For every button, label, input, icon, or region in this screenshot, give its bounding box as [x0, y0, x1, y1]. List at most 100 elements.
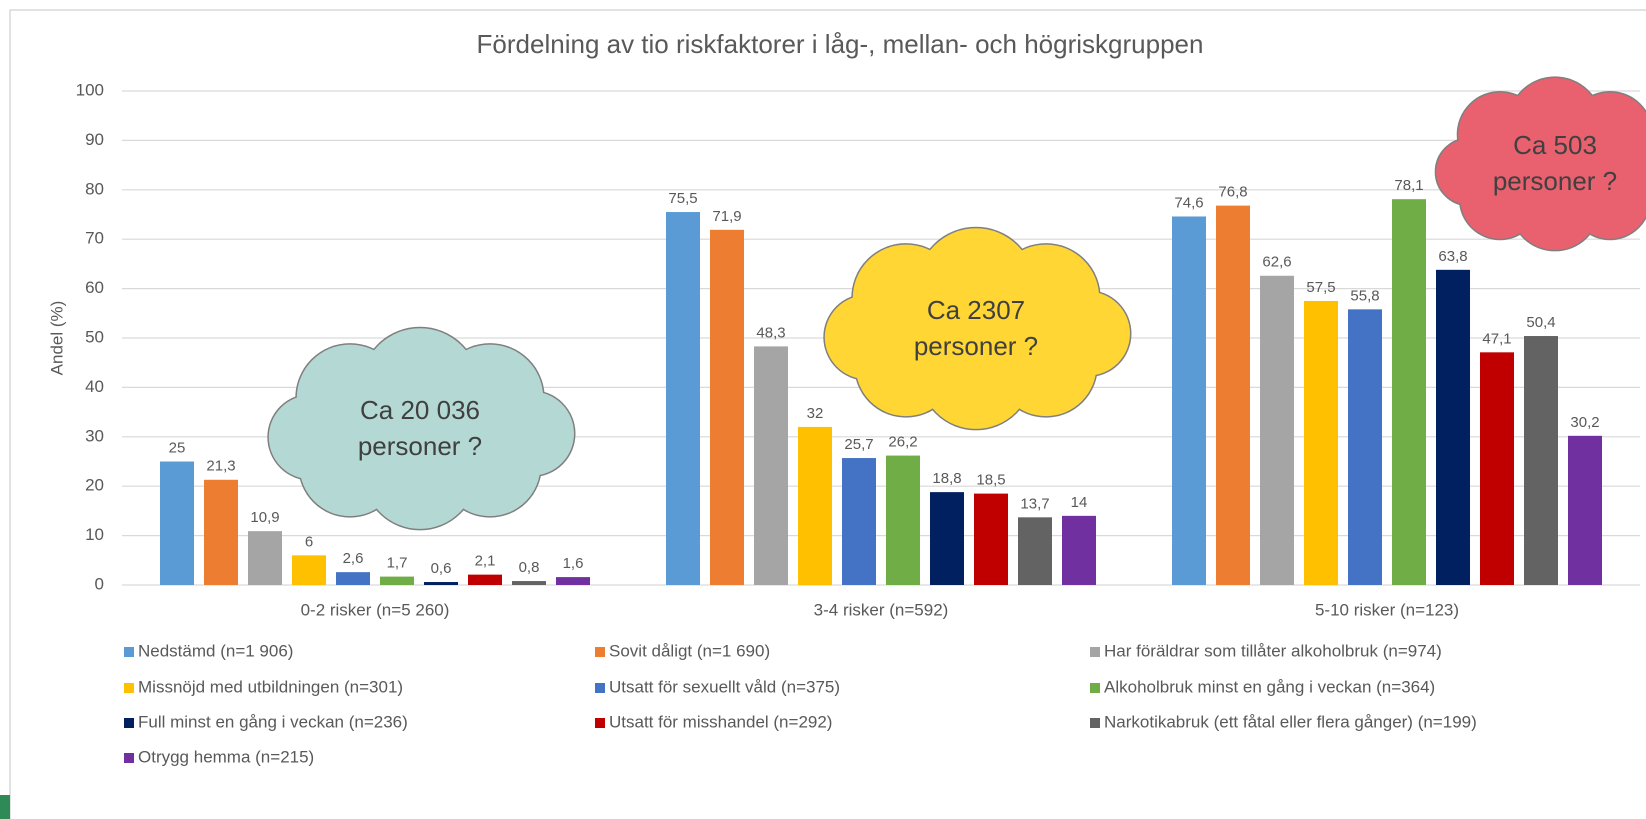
bar [666, 212, 700, 585]
x-tick-label: 0-2 risker (n=5 260) [301, 600, 450, 619]
legend-label: Full minst en gång i veckan (n=236) [138, 712, 408, 731]
value-label: 75,5 [668, 190, 697, 207]
value-label: 74,6 [1174, 194, 1203, 211]
value-label: 0,8 [519, 559, 540, 576]
value-label: 76,8 [1218, 184, 1247, 201]
cloud-core [871, 278, 1081, 382]
cloud-core [1472, 115, 1638, 215]
y-tick-label: 0 [95, 574, 104, 593]
cloud-text: personer ? [1493, 166, 1617, 196]
cloud-core [315, 378, 525, 482]
value-label: 0,6 [431, 560, 452, 577]
value-label: 2,1 [475, 553, 496, 570]
value-label: 21,3 [206, 458, 235, 475]
bar [1062, 515, 1096, 585]
legend-label: Narkotikabruk (ett fåtal eller flera gån… [1104, 712, 1477, 731]
value-label: 78,1 [1394, 177, 1423, 194]
bar [204, 479, 238, 585]
value-label: 1,7 [387, 555, 408, 572]
bar [1480, 352, 1514, 585]
legend-swatch [1090, 647, 1100, 657]
cloud [823, 226, 1132, 431]
bar [556, 577, 590, 585]
legend-swatch [124, 683, 134, 693]
bar [1018, 517, 1052, 585]
bar [1392, 199, 1426, 585]
value-label: 63,8 [1438, 248, 1467, 265]
value-label: 1,6 [563, 555, 584, 572]
cloud [267, 326, 576, 531]
value-label: 13,7 [1020, 495, 1049, 512]
cloud [1434, 76, 1646, 252]
bar [930, 492, 964, 585]
value-label: 71,9 [712, 208, 741, 225]
legend-swatch [595, 683, 605, 693]
bar [974, 493, 1008, 585]
legend-label: Alkoholbruk minst en gång i veckan (n=36… [1104, 677, 1435, 696]
bar [1524, 336, 1558, 585]
cloud-text: Ca 20 036 [360, 395, 480, 425]
corner-mark [0, 795, 10, 819]
legend-swatch [595, 718, 605, 728]
y-tick-label: 40 [85, 377, 104, 396]
bar [380, 576, 414, 585]
value-label: 2,6 [343, 550, 364, 567]
value-label: 30,2 [1570, 414, 1599, 431]
value-label: 14 [1071, 494, 1088, 511]
value-label: 32 [807, 405, 824, 422]
y-tick-label: 20 [85, 476, 104, 495]
bar [1172, 216, 1206, 585]
y-tick-label: 30 [85, 426, 104, 445]
value-label: 25,7 [844, 436, 873, 453]
cloud-text: Ca 503 [1513, 130, 1597, 160]
y-tick-label: 60 [85, 278, 104, 297]
legend-swatch [1090, 718, 1100, 728]
value-label: 57,5 [1306, 279, 1335, 296]
value-label: 48,3 [756, 324, 785, 341]
bar [512, 581, 546, 585]
bar [1304, 300, 1338, 585]
cloud-text: personer ? [358, 431, 482, 461]
bar [248, 531, 282, 585]
bar [292, 555, 326, 585]
bar [886, 455, 920, 585]
y-tick-label: 80 [85, 179, 104, 198]
value-label: 47,1 [1482, 330, 1511, 347]
y-tick-label: 70 [85, 229, 104, 248]
value-label: 10,9 [250, 509, 279, 526]
legend-swatch [124, 718, 134, 728]
value-label: 62,6 [1262, 254, 1291, 271]
legend-label: Har föräldrar som tillåter alkoholbruk (… [1104, 641, 1442, 660]
legend-label: Otrygg hemma (n=215) [138, 747, 314, 766]
y-tick-label: 100 [76, 80, 104, 99]
value-label: 55,8 [1350, 287, 1379, 304]
legend-swatch [124, 753, 134, 763]
y-tick-label: 50 [85, 327, 104, 346]
cloud-text: Ca 2307 [927, 295, 1025, 325]
bar [1436, 269, 1470, 585]
bar [842, 458, 876, 585]
legend-label: Missnöjd med utbildningen (n=301) [138, 677, 403, 696]
legend-swatch [124, 647, 134, 657]
y-tick-label: 10 [85, 525, 104, 544]
legend-label: Utsatt för misshandel (n=292) [609, 712, 832, 731]
bar [1568, 435, 1602, 585]
value-label: 26,2 [888, 434, 917, 451]
bar [160, 461, 194, 585]
bar [468, 574, 502, 585]
value-label: 6 [305, 533, 313, 550]
value-label: 18,8 [932, 470, 961, 487]
bar [1260, 275, 1294, 585]
value-label: 18,5 [976, 472, 1005, 489]
bar [424, 582, 458, 585]
chart-title: Fördelning av tio riskfaktorer i låg-, m… [477, 29, 1204, 59]
bar [1216, 205, 1250, 585]
cloud-text: personer ? [914, 331, 1038, 361]
value-label: 50,4 [1526, 314, 1555, 331]
chart-border [9, 9, 1646, 819]
legend-label: Utsatt för sexuellt våld (n=375) [609, 677, 840, 696]
y-tick-label: 90 [85, 130, 104, 149]
x-tick-label: 5-10 risker (n=123) [1315, 600, 1459, 619]
legend-swatch [1090, 683, 1100, 693]
bar [710, 229, 744, 585]
